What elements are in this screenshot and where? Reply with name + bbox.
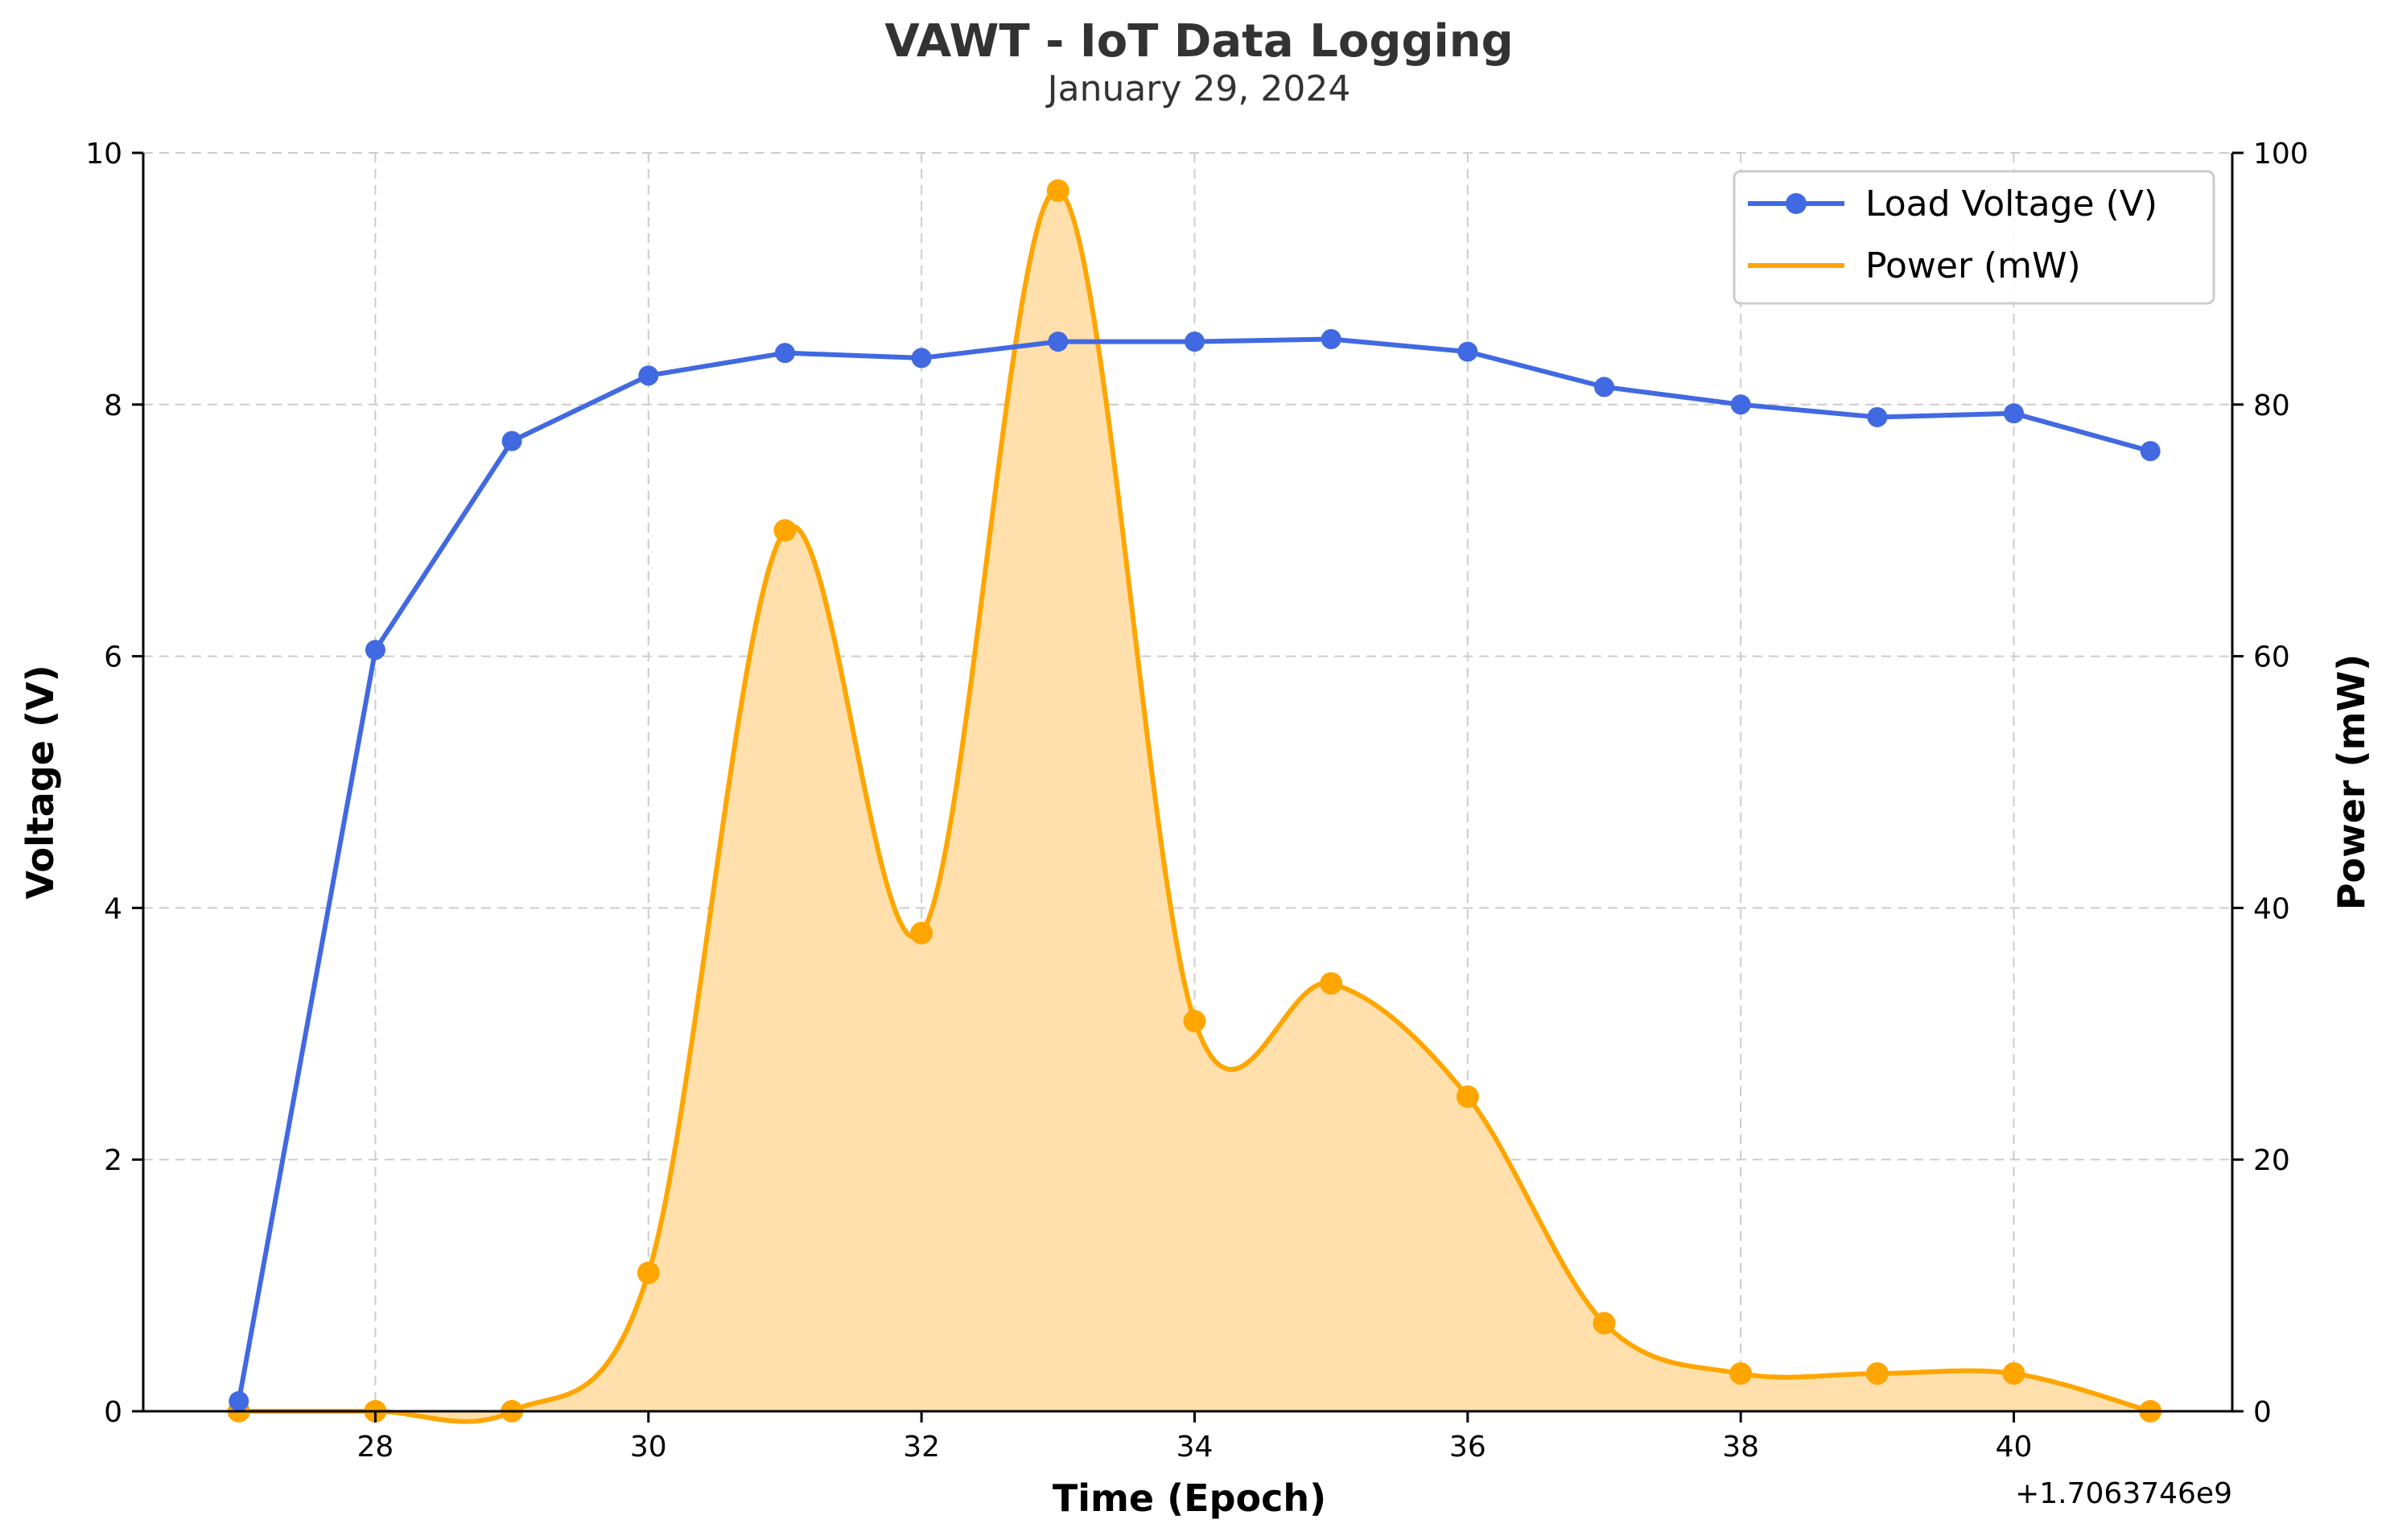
power-point — [1865, 1362, 1889, 1386]
voltage-point — [1321, 328, 1341, 349]
x-tick-label: 30 — [630, 1431, 667, 1464]
power-point — [1046, 179, 1069, 202]
voltage-point — [1048, 331, 1069, 352]
chart-subtitle: January 29, 2024 — [1045, 68, 1351, 109]
legend-power-label: Power (mW) — [1865, 245, 2081, 286]
y-left-tick-label: 2 — [104, 1144, 122, 1177]
y-right-axis-label: Power (mW) — [2330, 654, 2373, 910]
y-right-tick-label: 20 — [2253, 1144, 2290, 1177]
power-point — [1593, 1311, 1616, 1335]
x-tick-label: 38 — [1722, 1431, 1759, 1464]
power-point — [1729, 1362, 1753, 1386]
voltage-point — [229, 1390, 249, 1411]
x-offset-label: +1.7063746e9 — [2015, 1477, 2232, 1510]
voltage-point — [1184, 331, 1205, 352]
voltage-point — [774, 343, 795, 364]
power-point — [2002, 1362, 2025, 1386]
x-tick-label: 34 — [1176, 1431, 1214, 1464]
voltage-point — [2004, 403, 2025, 424]
x-tick-label: 32 — [903, 1431, 940, 1464]
voltage-point — [1730, 394, 1751, 415]
y-right-tick-label: 40 — [2253, 892, 2290, 925]
voltage-point — [1867, 406, 1888, 427]
x-tick-label: 36 — [1449, 1431, 1486, 1464]
voltage-point — [1457, 341, 1478, 362]
y-right-tick-label: 0 — [2253, 1396, 2272, 1429]
voltage-point — [365, 640, 385, 661]
voltage-point — [2140, 441, 2161, 462]
x-axis-label: Time (Epoch) — [1053, 1476, 1326, 1520]
voltage-point — [638, 365, 659, 386]
power-point — [1456, 1085, 1479, 1108]
power-point — [910, 921, 933, 945]
y-left-axis-label: Voltage (V) — [19, 665, 62, 899]
y-left-tick-label: 6 — [104, 641, 122, 674]
y-right-tick-label: 60 — [2253, 641, 2290, 674]
chart-title: VAWT - IoT Data Logging — [884, 15, 1513, 68]
legend-frame — [1733, 170, 2215, 305]
y-left-tick-label: 4 — [104, 892, 122, 925]
power-area — [238, 190, 2151, 1422]
legend-voltage-marker — [1786, 193, 1807, 214]
voltage-point — [911, 348, 932, 369]
x-tick-label: 40 — [1996, 1431, 2033, 1464]
power-point — [773, 519, 797, 542]
legend-voltage-label: Load Voltage (V) — [1865, 183, 2157, 224]
legend: Load Voltage (V) Power (mW) — [1733, 170, 2215, 305]
y-left-tick-label: 10 — [85, 138, 122, 171]
voltage-point — [1594, 377, 1615, 397]
y-left-tick-label: 0 — [104, 1396, 122, 1429]
voltage-point — [501, 430, 522, 451]
power-point — [1183, 1010, 1206, 1033]
y-left-tick-label: 8 — [104, 389, 122, 422]
power-point — [637, 1261, 660, 1284]
x-tick-label: 28 — [357, 1431, 394, 1464]
y-right-tick-label: 100 — [2253, 138, 2309, 171]
y-right-tick-label: 80 — [2253, 389, 2290, 422]
voltage-series — [229, 328, 2161, 1411]
power-point — [1320, 972, 1343, 995]
